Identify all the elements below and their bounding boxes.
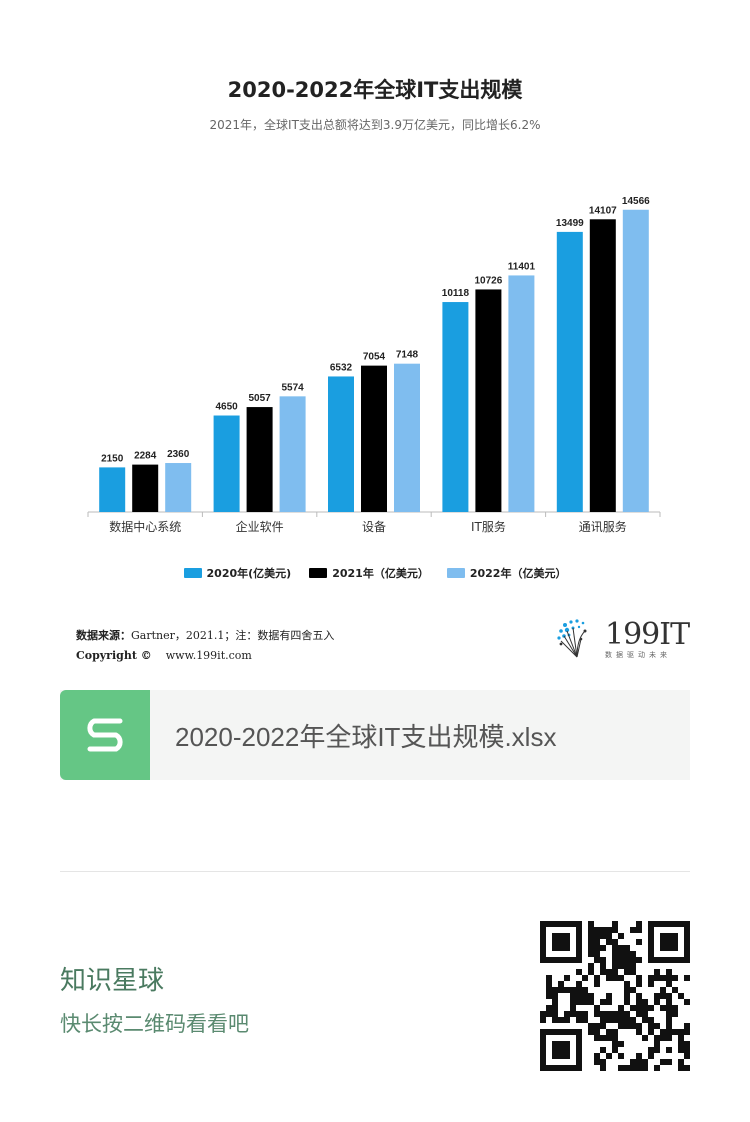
legend-item-2022: 2022年（亿美元） <box>446 565 567 581</box>
category-label: 通讯服务 <box>579 519 627 534</box>
logo-name: 199IT <box>605 616 690 652</box>
spreadsheet-s-icon <box>60 690 150 780</box>
brand-logo: 199IT 数据驱动未来 <box>555 616 690 661</box>
data-label: 14566 <box>622 196 650 207</box>
bar <box>622 209 649 512</box>
source-text: Gartner，2021.1；注：数据有四舍五入 <box>131 629 335 642</box>
data-label: 11401 <box>508 261 536 272</box>
data-label: 6532 <box>330 362 353 373</box>
legend-label: 2021年（亿美元） <box>332 567 429 580</box>
data-label: 2360 <box>167 449 190 460</box>
data-label: 5574 <box>281 382 304 393</box>
copyright-label: Copyright © <box>76 649 152 662</box>
file-attachment-card[interactable]: 2020-2022年全球IT支出规模.xlsx <box>60 690 690 780</box>
bar <box>165 463 192 512</box>
data-label: 7054 <box>363 352 386 363</box>
divider <box>60 871 690 872</box>
bar <box>508 275 535 512</box>
data-label: 4650 <box>215 402 238 413</box>
planet-hint: 快长按二维码看看吧 <box>60 1012 249 1036</box>
source-label: 数据来源： <box>76 629 131 642</box>
bar <box>132 464 159 512</box>
bar <box>99 467 126 512</box>
qr-code-icon[interactable] <box>540 921 690 1071</box>
category-label: 数据中心系统 <box>109 519 181 534</box>
category-label: 设备 <box>362 520 386 534</box>
data-label: 13499 <box>556 218 584 229</box>
legend-swatch <box>183 568 202 578</box>
planet-name: 知识星球 <box>60 966 165 996</box>
legend-swatch <box>446 568 465 578</box>
dandelion-logo-icon <box>557 619 587 658</box>
data-label: 7148 <box>396 350 419 361</box>
legend-item-2021: 2021年（亿美元） <box>309 565 429 581</box>
legend-item-2020: 2020年(亿美元) <box>183 565 292 581</box>
bar <box>442 302 469 512</box>
legend-swatch <box>309 568 328 578</box>
chart-subtitle: 2021年，全球IT支出总额将达到3.9万亿美元，同比增长6.2% <box>209 118 541 132</box>
bar <box>361 365 387 512</box>
data-label: 2284 <box>134 451 157 462</box>
data-label: 5057 <box>248 393 271 404</box>
file-name: 2020-2022年全球IT支出规模.xlsx <box>175 721 557 752</box>
bar <box>246 407 273 512</box>
legend-label: 2020年(亿美元) <box>206 567 292 580</box>
legend-label: 2022年（亿美元） <box>469 567 567 580</box>
bar <box>328 376 354 512</box>
bar <box>213 415 240 512</box>
category-label: IT服务 <box>471 519 506 534</box>
bar <box>394 363 420 512</box>
data-label: 14107 <box>589 205 617 216</box>
bar <box>556 231 583 512</box>
category-label: 企业软件 <box>236 519 284 534</box>
data-label: 10726 <box>474 275 502 286</box>
logo-tagline: 数据驱动未来 <box>605 650 671 659</box>
bar <box>589 219 616 512</box>
data-label: 10118 <box>442 288 470 299</box>
data-source-note: 数据来源：Gartner，2021.1；注：数据有四舍五入 Copyright … <box>76 626 334 666</box>
data-label: 2150 <box>101 453 124 464</box>
chart-title: 2020-2022年全球IT支出规模 <box>227 78 523 102</box>
bar-chart: 2150 2284 2360 数据中心系统 4650 5057 5574 企业软件 6532 70… <box>87 196 661 534</box>
bar <box>475 289 502 512</box>
bar <box>279 396 306 512</box>
s-letter-icon <box>87 718 123 752</box>
chart-legend: 2020年(亿美元) 2021年（亿美元） 2022年（亿美元） <box>0 565 750 581</box>
website-link[interactable]: www.199it.com <box>165 649 252 662</box>
